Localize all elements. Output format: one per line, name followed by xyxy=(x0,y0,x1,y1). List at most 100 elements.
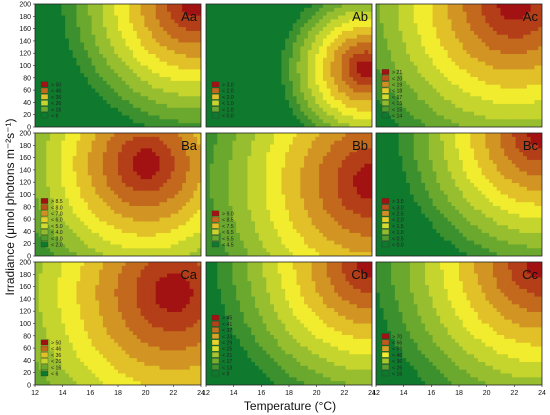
contour-cell xyxy=(155,107,161,113)
contour-cell xyxy=(443,61,449,67)
contour-cell xyxy=(68,152,74,157)
contour-cell xyxy=(118,69,123,74)
contour-cell xyxy=(99,4,104,9)
contour-cell xyxy=(304,123,309,127)
contour-cell xyxy=(413,53,419,59)
contour-cell xyxy=(38,77,44,82)
contour-cell xyxy=(76,209,81,215)
contour-cell xyxy=(110,65,115,70)
contour-cell xyxy=(417,88,422,93)
contour-cell xyxy=(46,11,51,17)
contour-cell xyxy=(330,73,335,78)
contour-cell xyxy=(38,171,44,176)
contour-cell xyxy=(106,119,112,124)
contour-cell xyxy=(136,100,142,105)
contour-cell xyxy=(436,38,441,44)
contour-cell xyxy=(239,77,245,82)
contour-cell xyxy=(99,152,104,157)
contour-cell xyxy=(53,136,59,142)
contour-cell xyxy=(114,46,119,51)
contour-cell xyxy=(53,202,59,207)
contour-cell xyxy=(68,148,74,153)
contour-cell xyxy=(364,50,369,55)
contour-cell xyxy=(236,103,241,109)
contour-cell xyxy=(151,11,157,17)
contour-cell xyxy=(197,77,201,82)
contour-cell xyxy=(121,30,127,36)
contour-cell xyxy=(330,23,335,28)
contour-cell xyxy=(35,163,40,169)
contour-cell xyxy=(50,96,55,101)
contour-cell xyxy=(118,100,123,105)
contour-cell xyxy=(193,100,198,105)
contour-cell xyxy=(356,115,362,120)
contour-cell xyxy=(387,57,392,63)
contour-cell xyxy=(35,123,40,127)
contour-cell xyxy=(470,84,475,90)
contour-cell xyxy=(61,209,66,215)
contour-cell xyxy=(35,209,40,215)
contour-cell xyxy=(182,103,187,109)
contour-cell xyxy=(129,11,134,17)
contour-cell xyxy=(368,15,372,20)
contour-cell xyxy=(193,96,198,101)
contour-cell xyxy=(228,123,234,127)
contour-cell xyxy=(72,140,78,146)
contour-cell xyxy=(50,221,55,226)
contour-cell xyxy=(206,46,211,51)
contour-cell xyxy=(402,15,407,20)
contour-cell xyxy=(394,123,400,127)
contour-cell xyxy=(61,30,66,36)
contour-cell xyxy=(38,159,44,165)
contour-cell xyxy=(189,42,195,47)
legend-swatch xyxy=(381,81,390,88)
contour-cell xyxy=(236,50,241,55)
contour-cell xyxy=(136,107,142,113)
contour-cell xyxy=(140,96,146,101)
contour-cell xyxy=(68,236,74,242)
contour-cell xyxy=(466,88,471,93)
contour-cell xyxy=(251,46,256,51)
contour-cell xyxy=(436,92,441,97)
contour-cell xyxy=(474,11,479,17)
contour-cell xyxy=(523,80,528,86)
contour-cell xyxy=(500,80,505,86)
contour-cell xyxy=(65,103,70,109)
contour-cell xyxy=(406,27,411,32)
contour-cell xyxy=(213,15,218,20)
contour-cell xyxy=(46,156,51,161)
contour-cell xyxy=(270,19,275,24)
contour-cell xyxy=(193,34,198,40)
contour-cell xyxy=(255,23,260,28)
contour-cell xyxy=(72,175,78,180)
contour-cell xyxy=(534,69,539,74)
contour-cell xyxy=(296,115,301,120)
contour-cell xyxy=(106,100,112,105)
contour-cell xyxy=(440,46,445,51)
contour-cell xyxy=(61,7,66,13)
contour-cell xyxy=(353,38,358,44)
contour-cell xyxy=(110,179,115,184)
contour-cell xyxy=(481,69,487,74)
contour-cell xyxy=(428,100,434,105)
contour-cell xyxy=(440,111,445,117)
contour-cell xyxy=(334,50,339,55)
contour-cell xyxy=(106,53,112,59)
legend-swatch xyxy=(381,112,390,119)
contour-cell xyxy=(496,34,502,40)
contour-cell xyxy=(296,100,301,105)
contour-cell xyxy=(519,123,524,127)
contour-cell xyxy=(84,11,89,17)
contour-cell xyxy=(35,46,40,51)
contour-cell xyxy=(68,111,74,117)
contour-cell xyxy=(91,144,96,149)
contour-cell xyxy=(421,42,426,47)
contour-cell xyxy=(330,88,335,93)
contour-cell xyxy=(470,107,475,113)
contour-cell xyxy=(99,100,104,105)
contour-cell xyxy=(319,15,324,20)
contour-cell xyxy=(466,119,471,124)
contour-cell xyxy=(443,123,449,127)
contour-cell xyxy=(273,30,279,36)
contour-cell xyxy=(174,7,179,13)
